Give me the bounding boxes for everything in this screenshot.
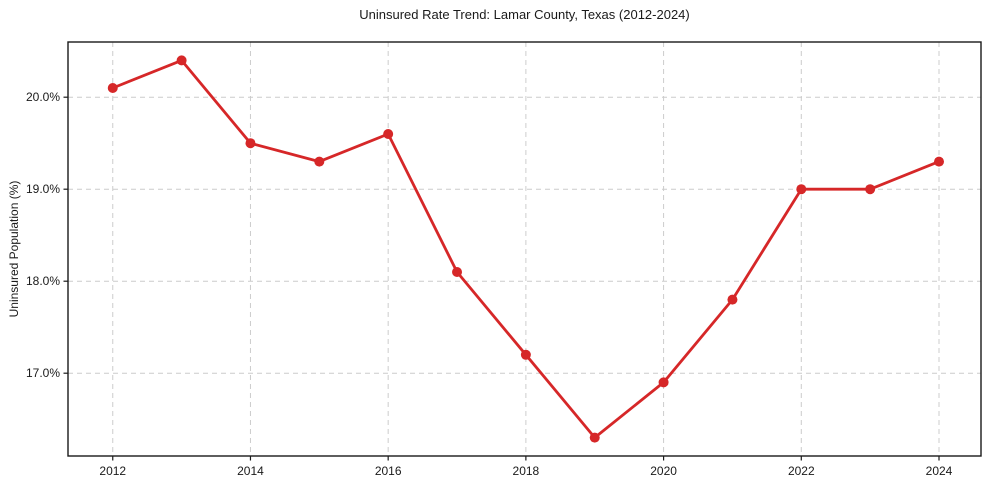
data-point-marker xyxy=(658,377,669,388)
x-tick-label: 2012 xyxy=(99,464,126,478)
x-tick-label: 2022 xyxy=(788,464,815,478)
y-tick-label: 19.0% xyxy=(26,182,60,196)
data-point-marker xyxy=(796,184,807,195)
x-tick-label: 2020 xyxy=(650,464,677,478)
data-point-marker xyxy=(245,138,256,149)
data-point-marker xyxy=(727,294,738,305)
y-tick-label: 18.0% xyxy=(26,274,60,288)
x-tick-label: 2014 xyxy=(237,464,264,478)
data-point-marker xyxy=(520,349,531,360)
data-point-marker xyxy=(383,129,394,139)
y-tick-label: 17.0% xyxy=(26,366,60,380)
data-point-marker xyxy=(176,55,187,66)
data-point-marker xyxy=(107,83,118,93)
axes-frame xyxy=(67,41,982,457)
x-tick-label: 2018 xyxy=(513,464,540,478)
data-point-marker xyxy=(589,432,600,443)
y-tick-label: 20.0% xyxy=(26,90,60,104)
x-tick-label: 2016 xyxy=(375,464,402,478)
data-point-marker xyxy=(933,156,944,167)
data-point-marker xyxy=(452,267,463,277)
data-point-marker xyxy=(314,156,325,167)
chart-title: Uninsured Rate Trend: Lamar County, Texa… xyxy=(359,7,690,22)
data-point-marker xyxy=(865,184,876,195)
x-tick-label: 2024 xyxy=(926,464,953,478)
